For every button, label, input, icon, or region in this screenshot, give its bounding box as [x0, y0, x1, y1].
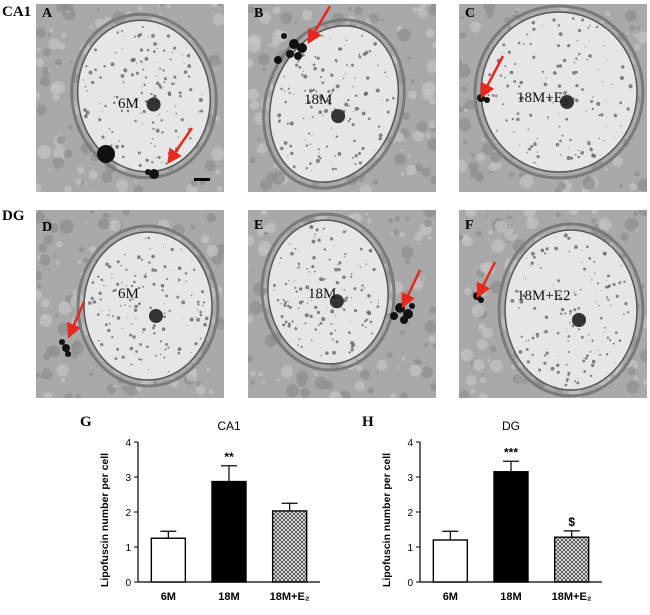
- significance-label: $: [568, 515, 575, 529]
- micrograph-a: A 6M: [36, 4, 224, 192]
- chart-panel-letter-g: G: [80, 414, 92, 430]
- group-label-b: 18M: [304, 92, 333, 108]
- row-label-ca1: CA1: [2, 4, 32, 20]
- red-arrow-icon: [167, 127, 194, 165]
- panel-letter-b: B: [254, 6, 264, 21]
- group-label-f: 18M+E2: [517, 288, 571, 304]
- bar: [493, 471, 529, 583]
- bar-chart-g: CA1 0 1 2 3 4 Lipofuscin number per cell 6M ** 18…: [99, 419, 320, 603]
- y-tick-label: 4: [407, 438, 413, 449]
- micrograph-texture: [248, 210, 436, 398]
- chart-panel-letter-h: H: [362, 414, 374, 430]
- micrograph-texture: [459, 4, 647, 192]
- micrograph-texture: [36, 4, 224, 192]
- y-axis-label: Lipofuscin number per cell: [99, 453, 111, 587]
- micrograph-b: B 18M: [248, 4, 436, 192]
- red-arrow-icon: [401, 269, 422, 309]
- red-arrow-icon: [480, 55, 505, 99]
- chart-h: H DG 0 1 2 3 4 Lipofuscin number per cell 6M ***…: [362, 412, 612, 610]
- micrograph-texture: [36, 210, 224, 398]
- bar: [553, 536, 590, 583]
- micrograph-texture: [248, 4, 436, 192]
- panel-letter-e: E: [254, 218, 264, 233]
- bar: [432, 539, 469, 583]
- panel-letter-f: F: [465, 218, 474, 233]
- bar-chart-h: DG 0 1 2 3 4 Lipofuscin number per cell 6M *** 18…: [381, 419, 602, 603]
- red-arrow-icon: [67, 301, 86, 339]
- y-tick-label: 3: [125, 473, 131, 484]
- y-tick-label: 3: [407, 473, 413, 484]
- chart-title: CA1: [217, 419, 241, 433]
- micrograph-e: E 18M: [248, 210, 436, 398]
- significance-label: **: [224, 450, 234, 464]
- group-label-a: 6M: [118, 96, 139, 112]
- group-label-d: 6M: [118, 286, 139, 302]
- x-tick-label: 6M: [161, 591, 176, 603]
- group-label-c: 18M+E₂: [517, 90, 569, 106]
- y-tick-label: 0: [125, 578, 131, 589]
- x-tick-label: 18M: [218, 591, 239, 603]
- chart-g: G CA1 0 1 2 3 4 Lipofuscin number per cell 6M **…: [80, 412, 330, 610]
- y-tick-label: 4: [125, 438, 131, 449]
- y-tick-label: 2: [125, 508, 131, 519]
- micrograph-texture: [459, 210, 647, 398]
- panel-letter-d: D: [42, 220, 53, 235]
- x-tick-label: 18M+E₂: [270, 591, 310, 603]
- row-label-dg: DG: [2, 208, 25, 224]
- y-tick-label: 1: [125, 543, 131, 554]
- y-tick-label: 1: [407, 543, 413, 554]
- panel-letter-a: A: [42, 6, 53, 21]
- x-tick-label: 18M: [500, 591, 521, 603]
- red-arrow-icon: [307, 5, 332, 45]
- significance-label: ***: [504, 445, 518, 459]
- scale-bar: [194, 178, 210, 181]
- bar: [150, 537, 187, 583]
- bar: [271, 510, 308, 583]
- chart-title: DG: [502, 419, 520, 433]
- group-label-e: 18M: [308, 286, 337, 302]
- micrograph-d: D 6M: [36, 210, 224, 398]
- x-tick-label: 6M: [443, 591, 458, 603]
- micrograph-c: C 18M+E₂: [459, 4, 647, 192]
- panel-letter-c: C: [465, 6, 476, 21]
- x-tick-label: 18M+E₂: [552, 591, 592, 603]
- y-axis-label: Lipofuscin number per cell: [381, 453, 393, 587]
- micrograph-f: F 18M+E2: [459, 210, 647, 398]
- red-arrow-icon: [476, 261, 497, 299]
- bar: [211, 480, 247, 583]
- y-tick-label: 0: [407, 578, 413, 589]
- y-tick-label: 2: [407, 508, 413, 519]
